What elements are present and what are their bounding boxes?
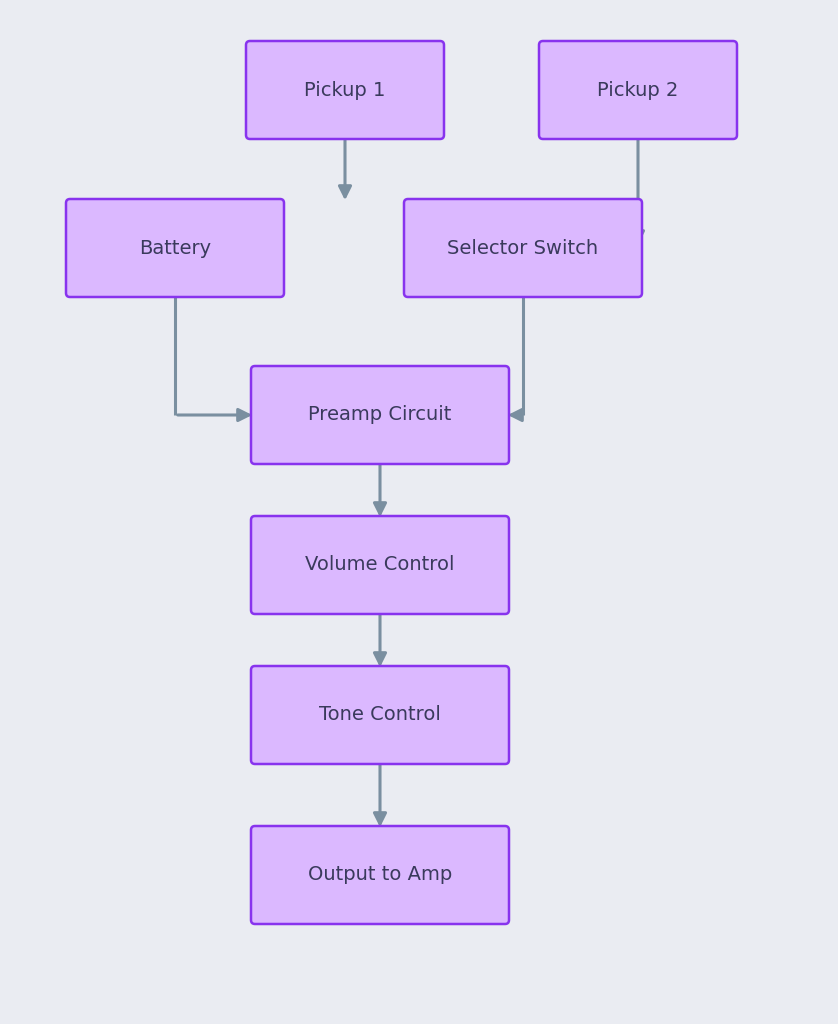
Text: Tone Control: Tone Control xyxy=(319,706,441,725)
FancyBboxPatch shape xyxy=(66,199,284,297)
FancyBboxPatch shape xyxy=(539,41,737,139)
Text: Output to Amp: Output to Amp xyxy=(308,865,453,885)
FancyBboxPatch shape xyxy=(251,666,509,764)
Text: Selector Switch: Selector Switch xyxy=(447,239,598,257)
Text: Pickup 1: Pickup 1 xyxy=(304,81,385,99)
Text: Pickup 2: Pickup 2 xyxy=(597,81,679,99)
FancyBboxPatch shape xyxy=(246,41,444,139)
FancyBboxPatch shape xyxy=(404,199,642,297)
Text: Battery: Battery xyxy=(139,239,211,257)
FancyBboxPatch shape xyxy=(251,826,509,924)
Text: Preamp Circuit: Preamp Circuit xyxy=(308,406,452,425)
FancyBboxPatch shape xyxy=(251,516,509,614)
FancyBboxPatch shape xyxy=(251,366,509,464)
Text: Volume Control: Volume Control xyxy=(305,555,455,574)
